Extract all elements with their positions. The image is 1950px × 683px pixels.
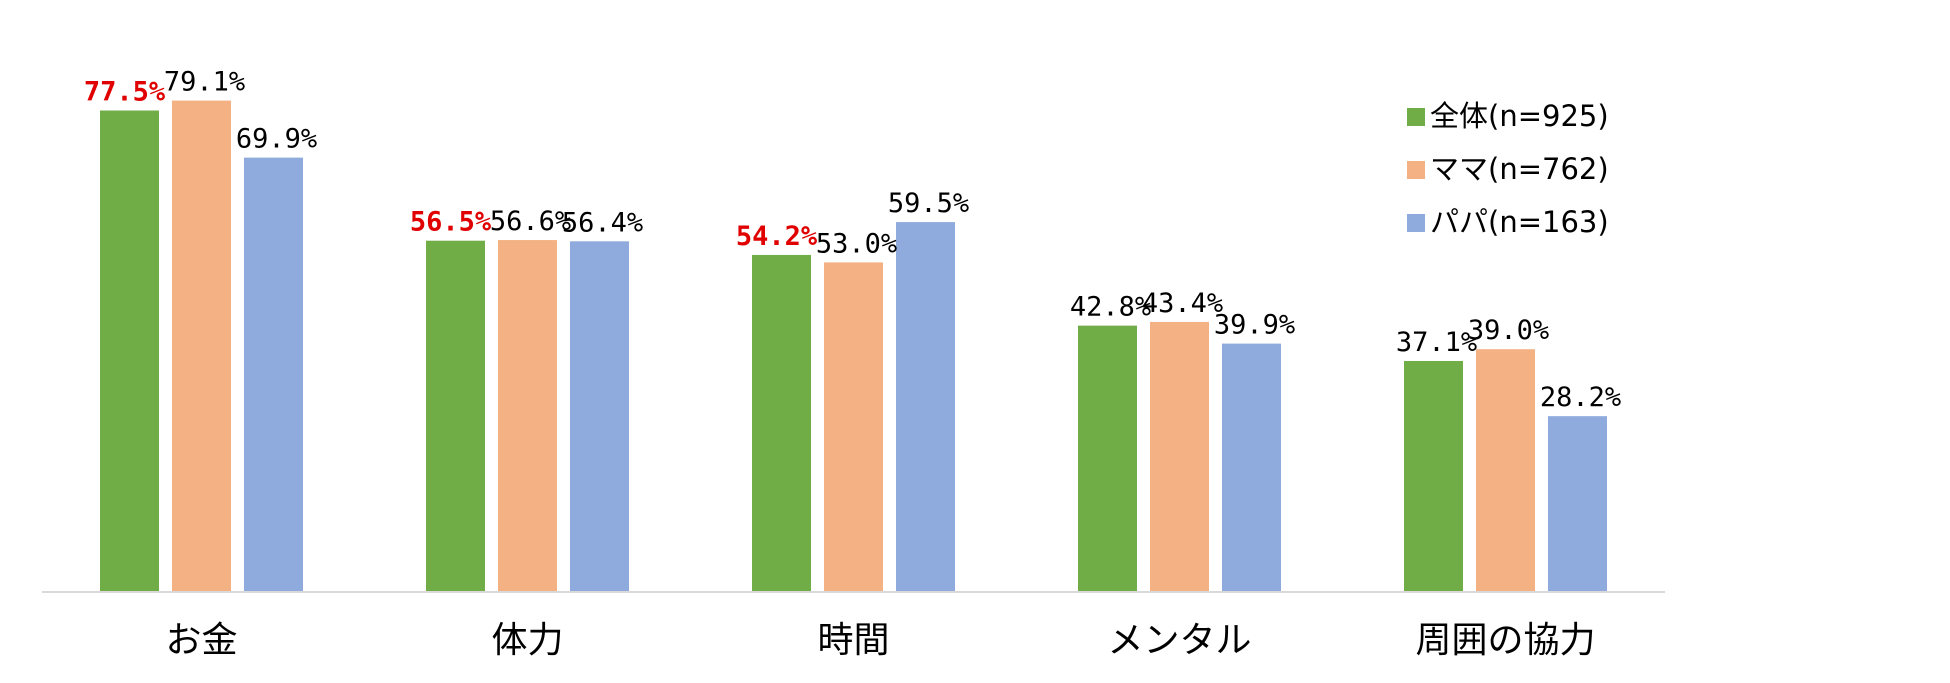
value-label-3-2: 39.9% xyxy=(1214,310,1295,341)
value-label-1-2: 56.4% xyxy=(562,207,643,238)
category-label-4: 周囲の協力 xyxy=(1415,620,1595,661)
category-labels-layer: お金 体力 時間 メンタル 周囲の協力 xyxy=(165,620,1595,661)
value-label-1-1: 56.6% xyxy=(490,206,571,237)
value-label-4-0: 37.1% xyxy=(1396,327,1477,358)
value-label-2-0: 54.2% xyxy=(736,221,818,252)
legend-swatch-0 xyxy=(1407,108,1425,126)
value-label-1-0: 56.5% xyxy=(410,207,492,238)
legend-swatch-1 xyxy=(1407,161,1425,179)
value-label-0-0: 77.5% xyxy=(84,77,166,108)
bar-1-2 xyxy=(570,241,629,591)
bar-0-1 xyxy=(172,100,231,591)
category-label-3: メンタル xyxy=(1107,620,1251,661)
bar-3-0 xyxy=(1078,325,1137,591)
bar-3-2 xyxy=(1222,343,1281,591)
bar-1-0 xyxy=(426,240,485,591)
value-label-0-1: 79.1% xyxy=(164,67,245,98)
bar-0-0 xyxy=(100,110,159,591)
category-label-0: お金 xyxy=(165,620,237,661)
value-label-2-1: 53.0% xyxy=(816,228,897,259)
legend-swatch-2 xyxy=(1407,214,1425,232)
bar-0-2 xyxy=(244,157,303,591)
bar-2-0 xyxy=(752,254,811,591)
bar-2-1 xyxy=(824,262,883,591)
bar-4-2 xyxy=(1548,416,1607,591)
bar-1-1 xyxy=(498,240,557,591)
value-label-3-0: 42.8% xyxy=(1070,292,1151,323)
legend-label-0: 全体(n=925) xyxy=(1430,99,1609,133)
category-label-2: 時間 xyxy=(817,620,889,661)
legend-label-1: ママ(n=762) xyxy=(1430,152,1609,186)
bar-3-1 xyxy=(1150,321,1209,591)
bar-4-1 xyxy=(1476,349,1535,591)
bars-layer xyxy=(100,100,1607,591)
value-label-4-2: 28.2% xyxy=(1540,382,1621,413)
bar-2-2 xyxy=(896,222,955,591)
value-label-2-2: 59.5% xyxy=(888,188,969,219)
value-label-0-2: 69.9% xyxy=(236,124,317,155)
value-label-4-1: 39.0% xyxy=(1468,315,1549,346)
legend-label-2: パパ(n=163) xyxy=(1430,205,1609,239)
legend: 全体(n=925) ママ(n=762) パパ(n=163) xyxy=(1407,99,1609,239)
value-label-3-1: 43.4% xyxy=(1142,288,1223,319)
category-label-1: 体力 xyxy=(491,620,563,661)
value-labels-layer: 77.5%79.1% 69.9% 56.5%56.6%56.4% 54.2%53.0%… xyxy=(84,67,1621,414)
bar-4-0 xyxy=(1404,360,1463,591)
